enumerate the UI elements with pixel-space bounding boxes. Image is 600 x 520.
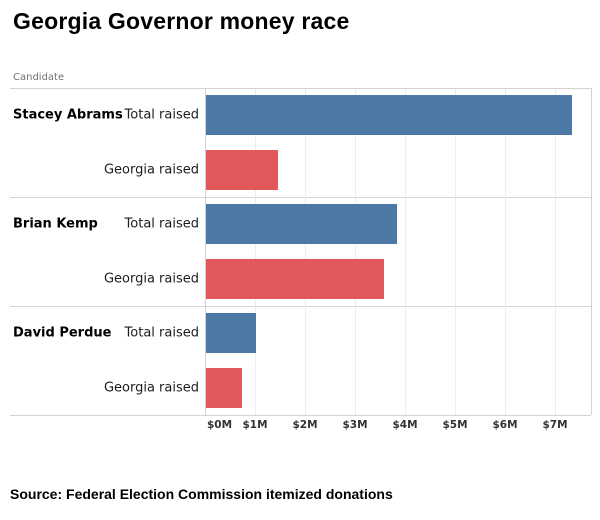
grid-line-x	[405, 89, 406, 415]
x-tick-label: $3M	[342, 419, 368, 431]
bar-david-perdue-georgia-raised[interactable]	[206, 367, 242, 408]
grid-line-x	[505, 89, 506, 415]
row-label-georgia-raised: Georgia raised	[103, 380, 199, 396]
candidate-label-david-perdue: David Perdue	[13, 325, 112, 341]
grid-line-x	[305, 89, 306, 415]
row-label-total-raised: Total raised	[124, 216, 199, 232]
grid-line-x	[555, 89, 556, 415]
plot-right-border	[591, 88, 592, 415]
bar-david-perdue-total-raised[interactable]	[206, 313, 256, 354]
x-tick-label: $0M	[207, 419, 233, 431]
plot-top-border	[10, 88, 591, 89]
candidate-column-header: Candidate	[13, 72, 65, 83]
row-label-georgia-raised: Georgia raised	[103, 162, 199, 178]
x-tick-label: $5M	[442, 419, 468, 431]
x-tick-label: $7M	[542, 419, 568, 431]
group-separator	[10, 306, 591, 307]
bar-stacey-abrams-total-raised[interactable]	[206, 95, 572, 136]
row-label-total-raised: Total raised	[124, 325, 199, 341]
bar-brian-kemp-total-raised[interactable]	[206, 204, 397, 245]
group-separator	[10, 197, 591, 198]
grid-line-x	[355, 89, 356, 415]
grid-line-x	[455, 89, 456, 415]
bar-brian-kemp-georgia-raised[interactable]	[206, 258, 384, 299]
x-tick-label: $1M	[242, 419, 268, 431]
x-tick-label: $2M	[292, 419, 318, 431]
source-note: Source: Federal Election Commission item…	[10, 486, 393, 502]
x-tick-label: $4M	[392, 419, 418, 431]
grid-line-x	[255, 89, 256, 415]
page-title: Georgia Governor money race	[13, 8, 350, 34]
x-tick-label: $6M	[492, 419, 518, 431]
row-label-total-raised: Total raised	[124, 107, 199, 123]
candidate-label-brian-kemp: Brian Kemp	[13, 216, 98, 232]
x-axis-line	[10, 415, 591, 416]
bar-stacey-abrams-georgia-raised[interactable]	[206, 149, 278, 190]
row-label-georgia-raised: Georgia raised	[103, 271, 199, 287]
candidate-label-stacey-abrams: Stacey Abrams	[13, 107, 123, 123]
y-axis-line	[205, 88, 206, 415]
